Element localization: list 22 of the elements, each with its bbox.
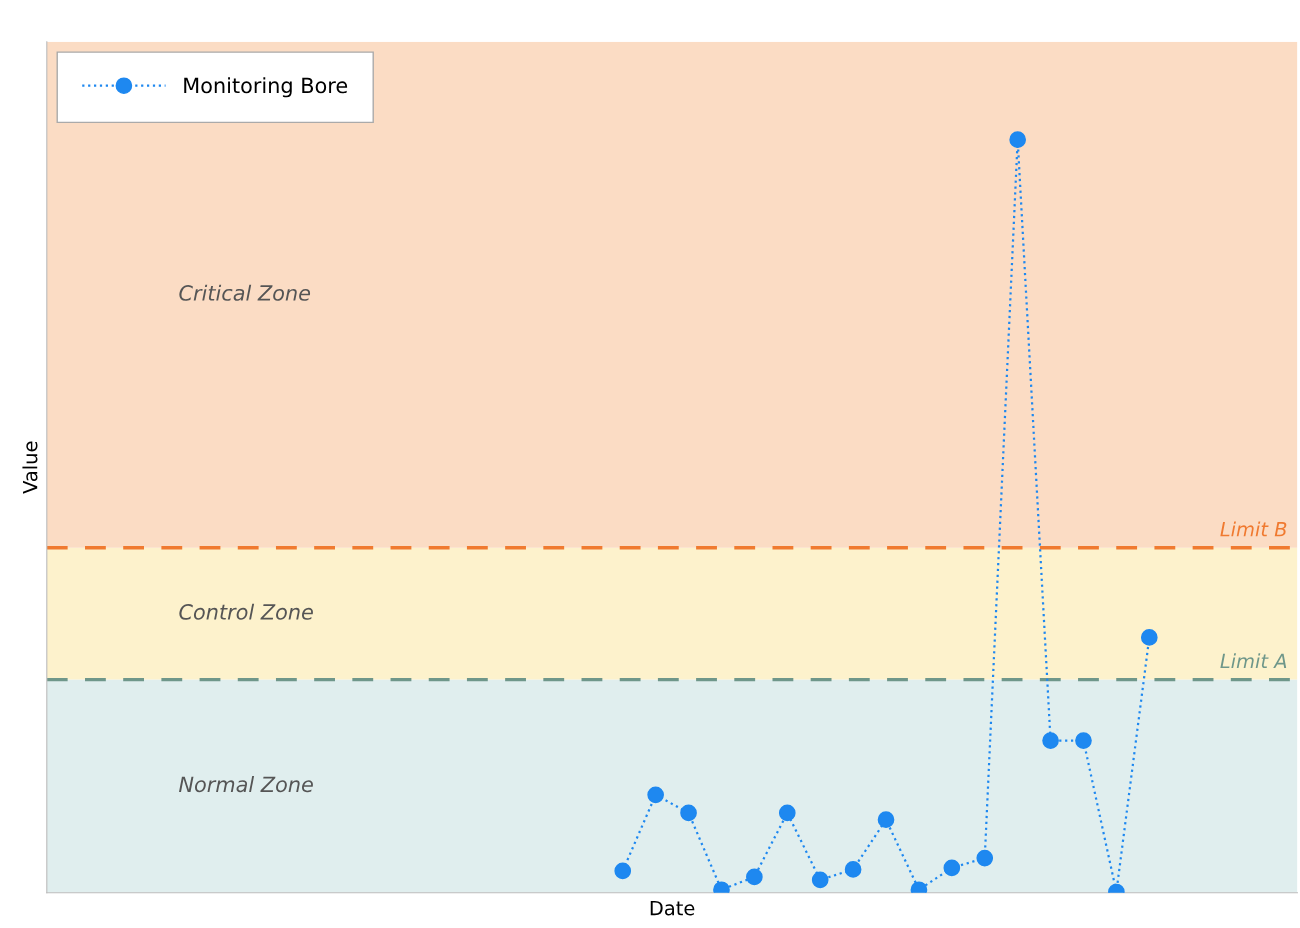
point [778,804,796,822]
point [1140,629,1158,646]
point [844,861,862,878]
y-axis-title: Value [22,441,38,494]
point [1075,732,1092,749]
band-label: Critical Zone [179,284,311,301]
point [1009,131,1026,148]
x-axis-title: Date [650,900,695,916]
point [647,786,664,804]
point [877,811,895,829]
band-label: Control Zone [179,603,313,620]
ref-line-label: Limit A [1220,653,1287,669]
point [811,871,829,889]
point [976,849,994,867]
legend-label: Monitoring Bore [184,77,348,98]
point [943,859,961,877]
ref-line-label: Limit B [1220,521,1287,537]
point [1042,732,1059,749]
point [746,868,763,886]
point [680,804,697,822]
point [614,862,632,880]
band-label: Normal Zone [179,776,313,793]
